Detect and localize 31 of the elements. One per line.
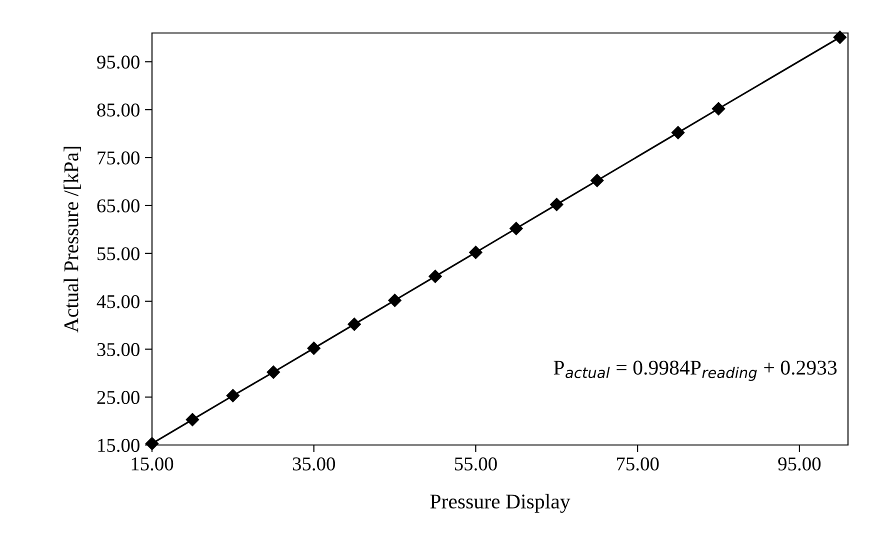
y-tick-label: 15.00 [98,438,140,452]
point [510,222,523,236]
x-tick-label: 55.00 [454,457,497,471]
point [712,102,726,116]
y-tick-label: 85.00 [97,103,140,117]
y-tick-label: 75.00 [98,151,140,165]
point [186,413,200,426]
point [226,389,240,402]
point [469,246,482,259]
x-axis-title: Pressure Display [430,494,570,513]
y-axis-title: Actual Pressure /[kPa] [64,146,81,333]
y-tick-label: 95.00 [97,56,140,69]
point [671,126,685,140]
point [833,30,846,44]
y-tick-label: 25.00 [97,390,140,404]
y-tick-label: 45.00 [96,295,140,308]
y-tick-label: 55.00 [98,247,140,260]
x-tick-label: 15.00 [132,457,174,471]
point [348,318,361,331]
y-tick-label: 35.00 [97,343,140,356]
y-tick-label: 65.00 [97,199,140,212]
point [388,294,402,307]
point [550,198,564,212]
x-tick-label: 95.00 [778,457,821,471]
x-tick-label: 35.00 [292,457,335,471]
point [428,270,442,283]
point [590,174,604,188]
point [266,366,280,379]
point [307,342,320,355]
annotation: P$_{actual}$ = 0.9984P$_{reading}$ + 0.2933 [554,360,837,381]
x-tick-label: 75.00 [616,457,659,471]
